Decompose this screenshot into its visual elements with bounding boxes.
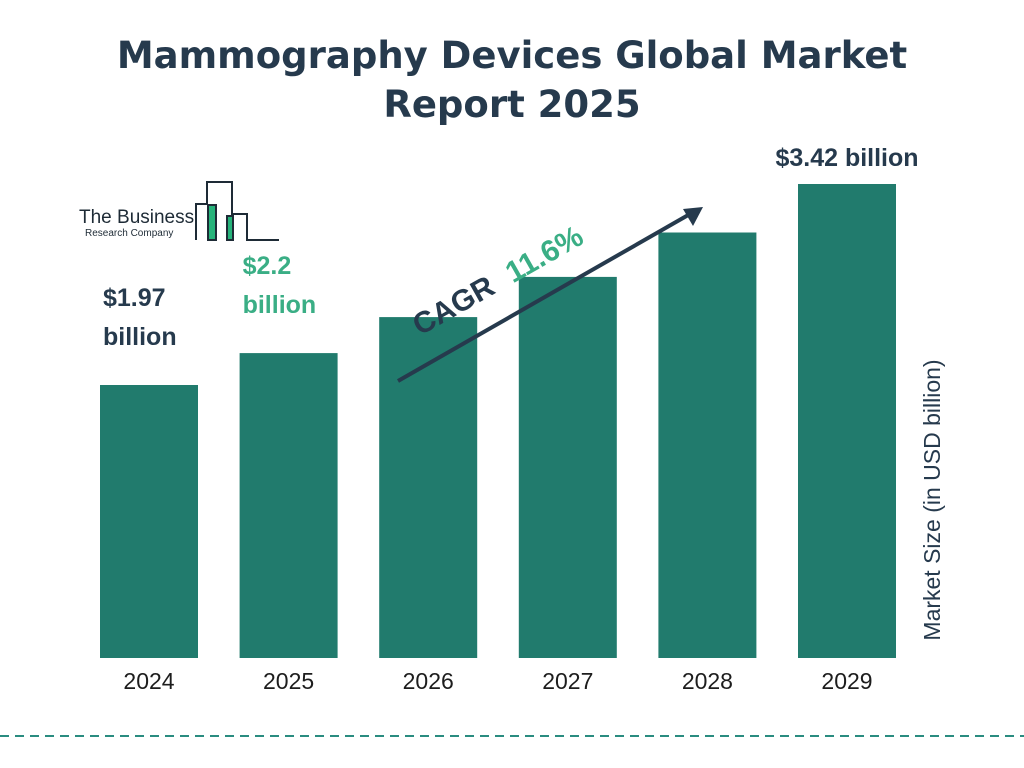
bar-2026 <box>379 317 478 658</box>
logo-bar-2 <box>226 215 234 241</box>
company-logo: The Business Research Company <box>79 181 279 241</box>
x-tick-2026: 2026 <box>403 668 454 694</box>
bar-2024 <box>100 385 198 658</box>
value-label-2025-line2: billion <box>243 291 317 319</box>
cagr-arrow-head-icon <box>683 207 703 226</box>
value-label-2024-line1: $1.97 <box>103 284 166 312</box>
y-axis-label: Market Size (in USD billion) <box>919 359 945 640</box>
x-tick-2025: 2025 <box>263 668 314 694</box>
logo-outline <box>195 181 279 241</box>
x-tick-2028: 2028 <box>682 668 733 694</box>
logo-bar-1 <box>207 204 217 241</box>
x-tick-2027: 2027 <box>542 668 593 694</box>
x-tick-2024: 2024 <box>123 668 174 694</box>
bars-layer <box>100 184 896 658</box>
title-line-1: Mammography Devices Global Market <box>117 34 907 77</box>
bar-2028 <box>658 232 757 658</box>
logo-text-line1: The Business <box>79 207 194 228</box>
bar-2027 <box>518 276 617 658</box>
chart-title: Mammography Devices Global Market Report… <box>117 34 907 126</box>
bar-2025 <box>239 353 338 658</box>
bar-2029 <box>798 184 896 658</box>
title-line-2: Report 2025 <box>383 83 640 126</box>
value-label-2029-line1: $3.42 billion <box>775 144 918 172</box>
x-tick-2029: 2029 <box>821 668 872 694</box>
cagr-arrow-line <box>397 212 691 383</box>
logo-text-line2: Research Company <box>85 228 173 239</box>
logo-buildings-icon <box>195 181 279 241</box>
value-labels: $1.97 billion $2.2 billion $3.42 billion <box>103 144 919 351</box>
x-axis-ticks: 2024 2025 2026 2027 2028 2029 <box>123 668 872 694</box>
value-label-2025-line1: $2.2 <box>243 252 292 280</box>
value-label-2024-line2: billion <box>103 323 177 351</box>
